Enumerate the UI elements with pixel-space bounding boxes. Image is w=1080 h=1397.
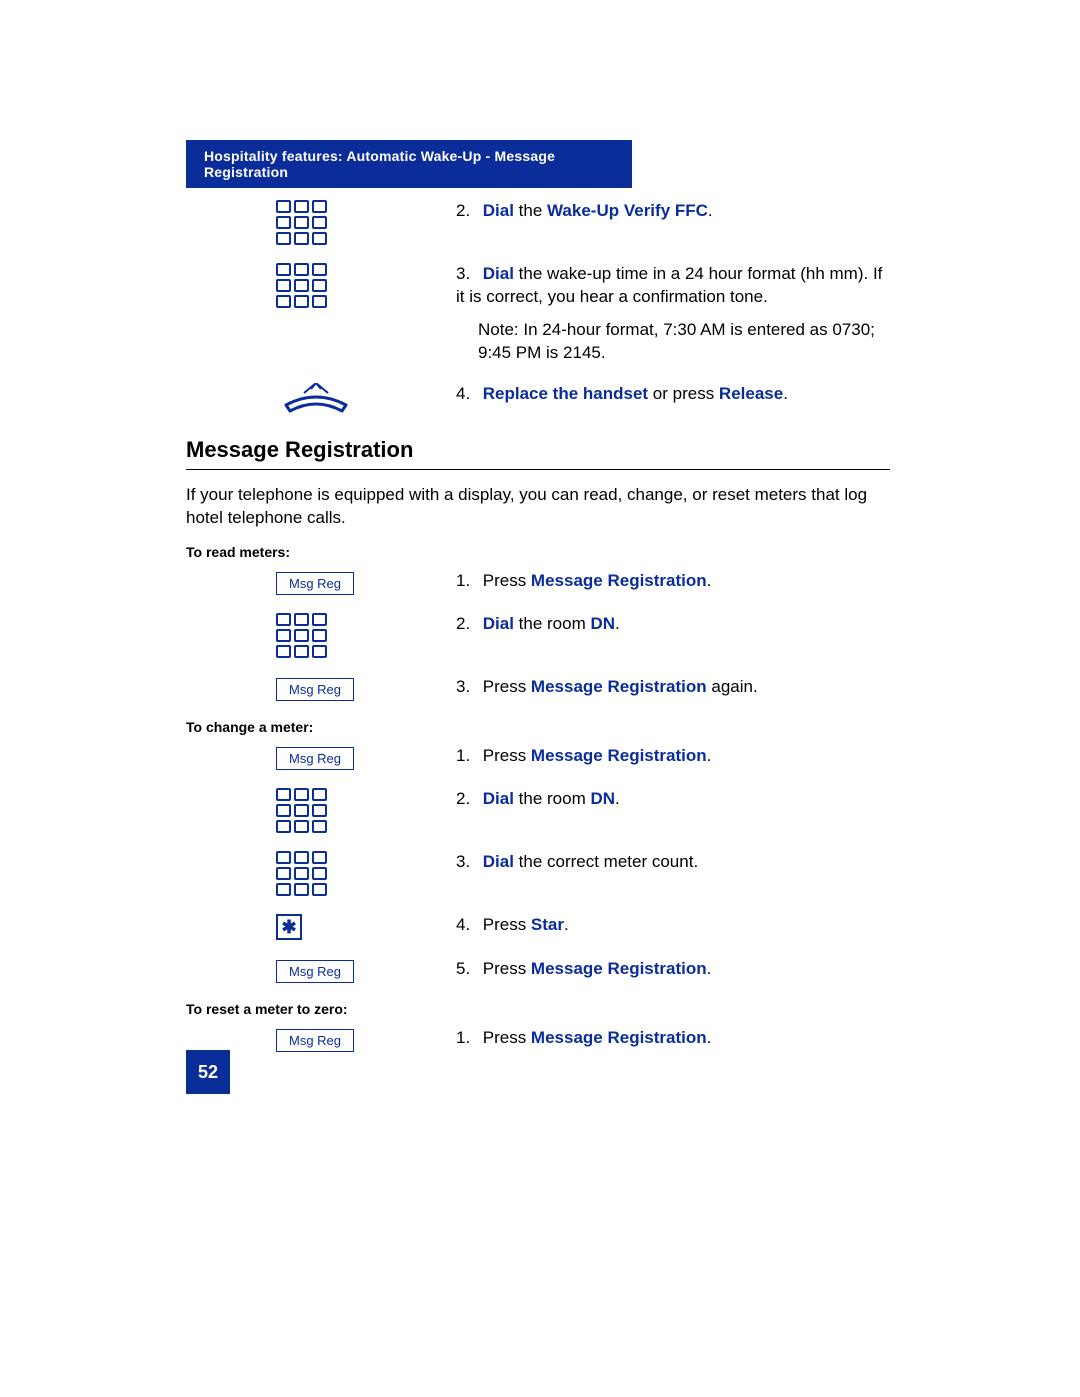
icon-column: Msg Reg	[186, 570, 456, 595]
icon-column: Msg Reg	[186, 745, 456, 770]
icon-column: ✱	[186, 914, 456, 940]
step-text: 3. Press Message Registration again.	[456, 676, 890, 699]
icon-column: Msg Reg	[186, 676, 456, 701]
sub-heading: To read meters:	[186, 544, 890, 560]
step-row: 2. Dial the room DN.	[186, 788, 890, 833]
step-text: 4. Replace the handset or press Release.	[456, 383, 890, 406]
icon-column: Msg Reg	[186, 958, 456, 983]
page-content: 2. Dial the Wake-Up Verify FFC. 3. Dial …	[186, 200, 890, 1070]
step-text: 4. Press Star.	[456, 914, 890, 937]
msg-reg-softkey: Msg Reg	[276, 960, 354, 983]
step-row: Msg Reg 1. Press Message Registration.	[186, 745, 890, 770]
step-text: 1. Press Message Registration.	[456, 570, 890, 593]
icon-column	[186, 613, 456, 658]
msg-reg-softkey: Msg Reg	[276, 1029, 354, 1052]
keypad-icon	[276, 613, 320, 658]
star-key-icon: ✱	[276, 914, 302, 940]
step-text: 1. Press Message Registration.	[456, 745, 890, 768]
keypad-icon	[276, 851, 320, 896]
icon-column	[186, 788, 456, 833]
msg-reg-softkey: Msg Reg	[276, 572, 354, 595]
sub-heading: To reset a meter to zero:	[186, 1001, 890, 1017]
step-text: 3. Dial the correct meter count.	[456, 851, 890, 874]
step-text: 1. Press Message Registration.	[456, 1027, 890, 1050]
step-text: 2. Dial the room DN.	[456, 788, 890, 811]
step-row: ✱ 4. Press Star.	[186, 914, 890, 940]
icon-column	[186, 263, 456, 308]
sub-heading: To change a meter:	[186, 719, 890, 735]
icon-column: Msg Reg	[186, 1027, 456, 1052]
handset-down-icon	[276, 383, 356, 413]
section-title: Message Registration	[186, 437, 890, 463]
note-text: Note: In 24-hour format, 7:30 AM is ente…	[456, 319, 890, 365]
step-row: 2. Dial the room DN.	[186, 613, 890, 658]
step-text: 5. Press Message Registration.	[456, 958, 890, 981]
step-row: 3. Dial the wake-up time in a 24 hour fo…	[186, 263, 890, 365]
header-text: Hospitality features: Automatic Wake-Up …	[204, 148, 632, 180]
page-header: Hospitality features: Automatic Wake-Up …	[186, 140, 632, 188]
keypad-icon	[276, 788, 320, 833]
step-row: Msg Reg 3. Press Message Registration ag…	[186, 676, 890, 701]
icon-column	[186, 383, 456, 413]
step-text: 2. Dial the Wake-Up Verify FFC.	[456, 200, 890, 223]
step-row: Msg Reg 1. Press Message Registration.	[186, 1027, 890, 1052]
step-text: 3. Dial the wake-up time in a 24 hour fo…	[456, 263, 890, 365]
section-intro: If your telephone is equipped with a dis…	[186, 484, 890, 530]
step-row: 4. Replace the handset or press Release.	[186, 383, 890, 413]
section-divider	[186, 469, 890, 470]
step-row: Msg Reg 5. Press Message Registration.	[186, 958, 890, 983]
step-row: Msg Reg 1. Press Message Registration.	[186, 570, 890, 595]
step-row: 2. Dial the Wake-Up Verify FFC.	[186, 200, 890, 245]
step-row: 3. Dial the correct meter count.	[186, 851, 890, 896]
step-text: 2. Dial the room DN.	[456, 613, 890, 636]
msg-reg-softkey: Msg Reg	[276, 678, 354, 701]
icon-column	[186, 200, 456, 245]
keypad-icon	[276, 263, 320, 308]
msg-reg-softkey: Msg Reg	[276, 747, 354, 770]
keypad-icon	[276, 200, 320, 245]
document-page: Hospitality features: Automatic Wake-Up …	[0, 0, 1080, 1397]
icon-column	[186, 851, 456, 896]
